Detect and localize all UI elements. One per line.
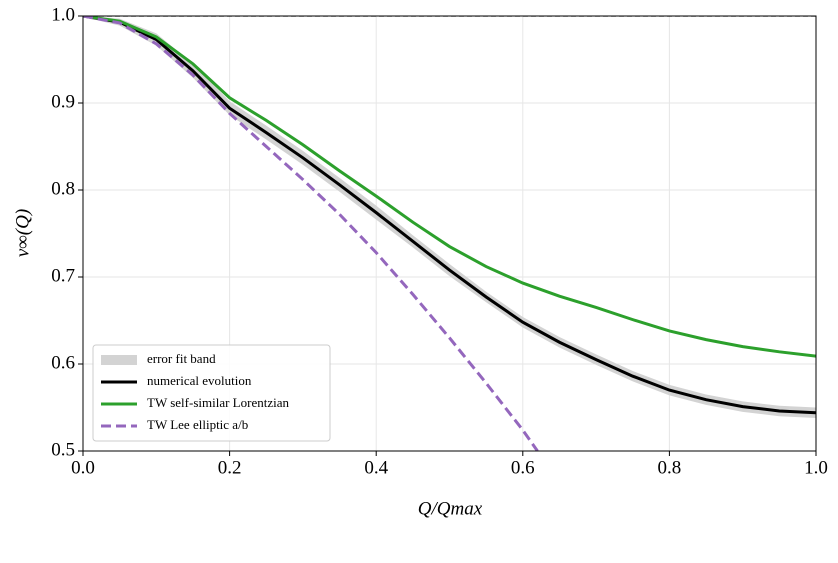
series-line [83,16,816,415]
plot-frame [82,15,817,452]
y-tick-label: 0.6 [51,352,75,373]
y-tick-label: 0.7 [51,265,75,286]
x-tick-label: 0.8 [658,457,682,478]
legend-box [92,344,331,442]
y-tick-label: 0.5 [51,439,75,460]
y-axis-label: v∞(Q) [12,209,33,257]
legend-label: TW self-similar Lorentzian [147,395,289,410]
x-tick-label: 0.0 [71,457,95,478]
plot [83,16,816,451]
y-tick-label: 0.8 [51,178,75,199]
x-tick-label: 0.6 [511,457,535,478]
legend-label: TW Lee elliptic a/b [147,417,248,432]
y-tick-label: 1.0 [51,4,75,25]
series-line [83,16,816,358]
x-axis-label: Q/Qmax [418,498,483,519]
x-tick-label: 1.0 [804,457,828,478]
series-line [83,16,539,451]
legend-swatch [101,355,137,365]
x-tick-label: 0.4 [364,457,388,478]
legend-label: error fit band [147,351,216,366]
legend-label: numerical evolution [147,373,252,388]
x-tick-label: 0.2 [218,457,242,478]
y-tick-label: 0.9 [51,91,75,112]
